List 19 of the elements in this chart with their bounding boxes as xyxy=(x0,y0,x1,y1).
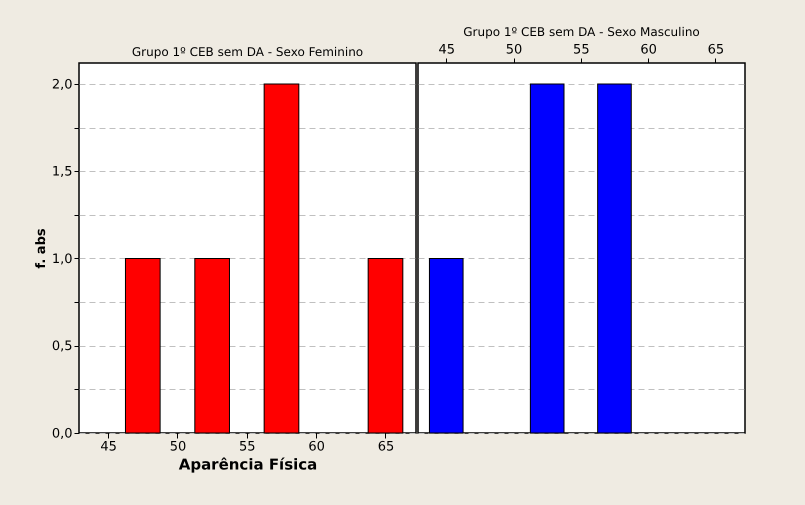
y-tick-label: 0,5 xyxy=(52,339,72,354)
x-tick-label: 50 xyxy=(170,440,186,454)
y-tick-label: 0,0 xyxy=(52,426,72,442)
y-tick-label: 2,0 xyxy=(52,77,72,92)
x-tick-label: 50 xyxy=(506,42,522,58)
y-tick-label: 1,5 xyxy=(52,164,72,180)
x-tick-label: 60 xyxy=(308,440,325,454)
x-tick-label: 65 xyxy=(708,42,724,58)
x-axis-title: Aparência Física xyxy=(178,456,318,474)
y-axis-title: f. abs xyxy=(34,228,49,269)
x-tick-label: 45 xyxy=(438,42,456,58)
chart-title: Grupo 1º CEB sem DA - Sexo Feminino xyxy=(132,45,364,59)
x-tick-label: 65 xyxy=(378,440,394,454)
chart-title: Grupo 1º CEB sem DA - Sexo Masculino xyxy=(463,25,700,39)
x-tick-label: 55 xyxy=(573,42,590,58)
y-tick-label: 1,0 xyxy=(52,252,72,267)
x-tick-label: 60 xyxy=(640,42,657,58)
x-tick-label: 45 xyxy=(100,440,117,454)
x-tick-label: 55 xyxy=(239,440,256,454)
